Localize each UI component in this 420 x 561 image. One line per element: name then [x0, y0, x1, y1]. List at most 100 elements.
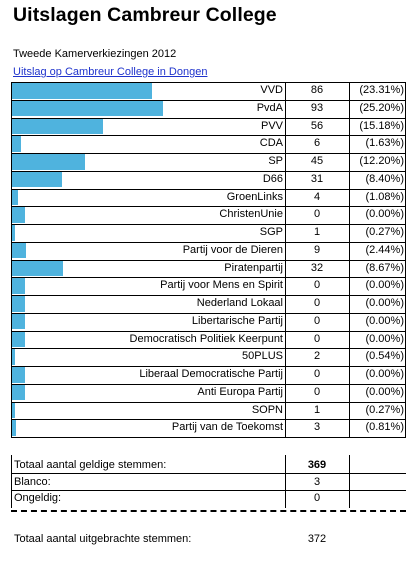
party-votes: 4: [313, 190, 321, 203]
vote-bar: [11, 296, 25, 312]
row-divider: [11, 153, 406, 154]
party-row: Partij van de Toekomst 3 (0.81%): [11, 419, 406, 437]
party-row: 50PLUS 2 (0.54%): [11, 348, 406, 366]
party-votes: 0: [313, 314, 321, 327]
vote-bar: [11, 171, 62, 188]
row-divider: [11, 241, 406, 243]
party-percentage: (0.00%): [365, 297, 404, 309]
table-border: [11, 455, 12, 508]
party-row: CDA 6 (1.63%): [11, 135, 406, 153]
party-row: Libertarische Partij 0 (0.00%): [11, 313, 406, 331]
vote-bar: [11, 189, 18, 205]
party-name: Partij voor de Dieren: [182, 243, 283, 256]
party-votes: 1: [313, 226, 321, 238]
party-percentage: (0.54%): [365, 350, 404, 363]
party-name: 50PLUS: [242, 350, 283, 363]
party-row: Partij voor de Dieren 9 (2.44%): [11, 242, 406, 260]
vote-bar: [11, 349, 15, 365]
vote-bar: [11, 118, 103, 134]
party-percentage: (0.27%): [365, 226, 404, 238]
column-divider: [405, 82, 406, 437]
party-votes: 45: [310, 155, 324, 167]
dashed-divider: [11, 510, 406, 512]
party-votes: 0: [313, 297, 321, 309]
party-percentage: (0.00%): [365, 368, 404, 380]
row-divider: [11, 188, 406, 190]
vote-bar: [11, 331, 25, 347]
party-percentage: (0.00%): [365, 208, 404, 221]
party-name: Anti Europa Partij: [197, 385, 283, 398]
row-divider: [11, 99, 406, 101]
party-row: PvdA 93 (25.20%): [11, 100, 406, 118]
party-row: ChristenUnie 0 (0.00%): [11, 206, 406, 224]
blank-votes-label: Blanco:: [14, 476, 51, 488]
party-percentage: (2.44%): [365, 243, 404, 256]
vote-bar: [11, 384, 25, 401]
party-name: ChristenUnie: [219, 208, 283, 221]
results-link[interactable]: Uitslag op Cambreur College in Dongen: [13, 66, 208, 78]
party-name: PvdA: [256, 101, 283, 114]
party-percentage: (0.00%): [365, 385, 404, 398]
party-percentage: (0.00%): [365, 279, 404, 292]
vote-bar: [11, 260, 64, 276]
party-name: SOPN: [251, 403, 283, 416]
party-votes: 0: [313, 208, 321, 221]
party-name: Democratisch Politiek Keerpunt: [129, 332, 283, 345]
party-row: SP 45 (12.20%): [11, 153, 406, 171]
column-divider: [285, 82, 286, 437]
party-votes: 3: [313, 421, 321, 434]
party-name: SGP: [259, 226, 283, 238]
party-percentage: (1.63%): [365, 137, 404, 150]
vote-bar: [11, 83, 152, 99]
row-divider: [11, 330, 406, 332]
party-percentage: (25.20%): [359, 101, 404, 114]
column-divider: [11, 82, 12, 437]
row-divider: [11, 383, 406, 385]
party-votes: 32: [310, 261, 324, 274]
party-percentage: (23.31%): [359, 84, 404, 96]
row-divider: [11, 117, 406, 119]
party-percentage: (0.00%): [365, 332, 404, 345]
row-divider: [11, 366, 406, 367]
divider: [11, 490, 406, 491]
vote-bar: [11, 402, 15, 418]
party-name: Piratenpartij: [224, 261, 283, 274]
vote-bar: [11, 207, 25, 223]
row-divider: [11, 135, 406, 137]
row-divider: [11, 312, 406, 314]
party-name: Nederland Lokaal: [196, 297, 283, 309]
vote-bar: [11, 278, 25, 294]
page-subtitle: Tweede Kamerverkiezingen 2012: [13, 48, 177, 60]
party-row: Anti Europa Partij 0 (0.00%): [11, 384, 406, 402]
party-row: GroenLinks 4 (1.08%): [11, 189, 406, 207]
invalid-votes-label: Ongeldig:: [14, 492, 62, 504]
row-divider: [11, 437, 406, 438]
party-votes: 9: [313, 243, 321, 256]
party-row: Nederland Lokaal 0 (0.00%): [11, 295, 406, 313]
row-divider: [11, 295, 406, 296]
vote-bar: [11, 154, 85, 170]
vote-bar: [11, 225, 15, 241]
row-divider: [11, 419, 406, 421]
party-votes: 93: [310, 101, 324, 114]
party-votes: 6: [313, 137, 321, 150]
vote-bar: [11, 367, 25, 383]
party-votes: 86: [310, 84, 324, 96]
party-row: Partij voor Mens en Spirit 0 (0.00%): [11, 277, 406, 295]
column-divider: [349, 82, 350, 437]
party-percentage: (0.00%): [365, 314, 404, 327]
party-name: Libertarische Partij: [191, 314, 283, 327]
party-votes: 31: [310, 172, 324, 185]
party-name: Liberaal Democratische Partij: [139, 368, 283, 380]
row-divider: [11, 259, 406, 261]
party-row: VVD 86 (23.31%): [11, 82, 406, 100]
party-percentage: (1.08%): [365, 190, 404, 203]
summary-section: Totaal aantal geldige stemmen: 369 Blanc…: [11, 455, 406, 550]
vote-bar: [11, 420, 16, 436]
party-percentage: (12.20%): [359, 155, 404, 167]
party-name: GroenLinks: [226, 190, 283, 203]
party-row: SOPN 1 (0.27%): [11, 402, 406, 420]
blank-votes-value: 3: [313, 476, 321, 488]
vote-bar: [11, 313, 25, 330]
party-name: D66: [262, 172, 283, 185]
